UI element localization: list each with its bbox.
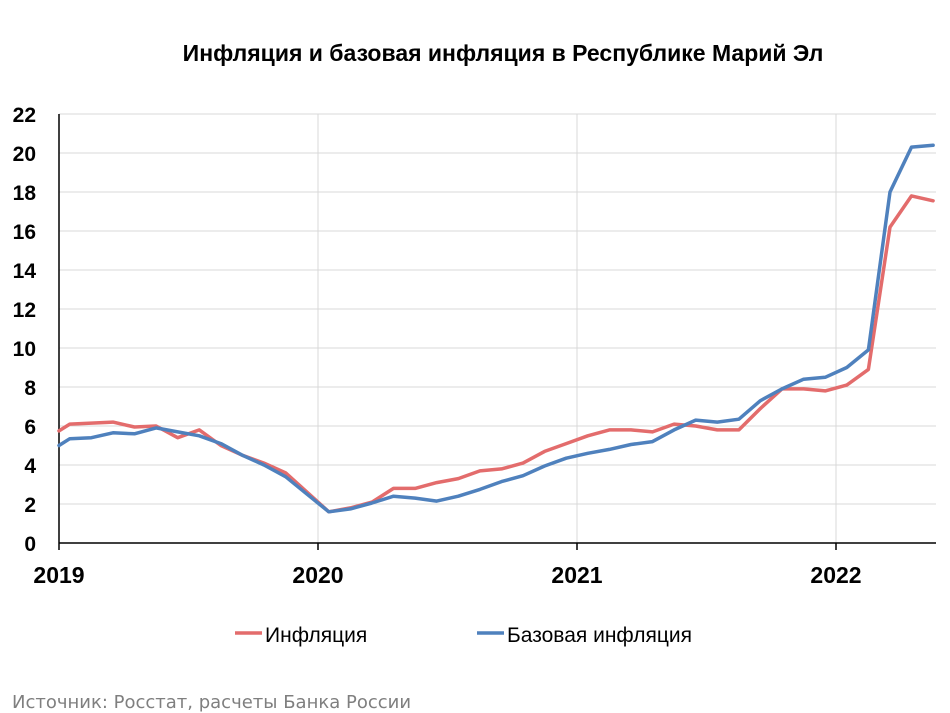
y-tick-label: 2 (24, 494, 36, 517)
legend: Инфляция Базовая инфляция (235, 624, 692, 647)
series-lines (57, 143, 935, 514)
core-inflation-line (57, 143, 935, 514)
x-axis-ticks: 2019 2020 2021 2022 (33, 543, 862, 588)
y-tick-label: 20 (13, 143, 36, 166)
y-tick-label: 8 (24, 377, 36, 400)
legend-label-core-inflation: Базовая инфляция (507, 624, 692, 647)
y-tick-label: 22 (13, 104, 36, 127)
y-tick-label: 0 (24, 533, 36, 556)
y-tick-label: 14 (13, 260, 37, 283)
y-tick-label: 6 (24, 416, 36, 439)
chart-title: Инфляция и базовая инфляция в Республике… (183, 40, 824, 66)
y-tick-label: 18 (13, 182, 37, 205)
y-tick-label: 4 (24, 455, 36, 478)
x-tick-label: 2022 (810, 562, 861, 588)
y-tick-label: 16 (13, 221, 36, 244)
y-tick-label: 12 (13, 299, 36, 322)
gridlines (58, 113, 936, 543)
x-tick-label: 2020 (292, 562, 343, 588)
y-tick-label: 10 (13, 338, 36, 361)
legend-label-inflation: Инфляция (265, 624, 367, 647)
y-axis-ticks: 0 2 4 6 8 10 12 14 16 18 20 22 (13, 104, 37, 556)
source-note: Источник: Росстат, расчеты Банка России (12, 692, 412, 713)
x-tick-label: 2019 (33, 562, 84, 588)
axes (58, 114, 936, 544)
inflation-line (57, 194, 935, 514)
x-tick-label: 2021 (551, 562, 602, 588)
